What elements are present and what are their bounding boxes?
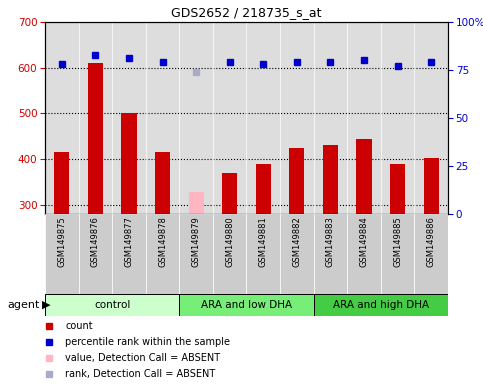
Text: ARA and low DHA: ARA and low DHA — [201, 300, 292, 310]
Text: GSM149876: GSM149876 — [91, 217, 100, 267]
Bar — [256, 164, 271, 214]
Text: GSM149886: GSM149886 — [426, 217, 436, 267]
Text: GSM149884: GSM149884 — [359, 217, 369, 267]
Text: GSM149878: GSM149878 — [158, 217, 167, 267]
Text: GSM149880: GSM149880 — [225, 217, 234, 267]
Bar — [414, 214, 448, 294]
Bar — [88, 63, 103, 214]
Bar — [188, 192, 204, 214]
Bar — [179, 214, 213, 294]
Bar — [45, 294, 179, 316]
Text: percentile rank within the sample: percentile rank within the sample — [65, 337, 230, 347]
Bar — [112, 214, 146, 294]
Bar — [155, 152, 170, 214]
Bar — [54, 152, 70, 214]
Text: GSM149881: GSM149881 — [259, 217, 268, 267]
Bar — [356, 139, 371, 214]
Text: GSM149882: GSM149882 — [292, 217, 301, 267]
Bar — [222, 173, 237, 214]
Bar — [246, 214, 280, 294]
Bar — [79, 214, 112, 294]
Bar — [289, 148, 304, 214]
Text: GSM149875: GSM149875 — [57, 217, 66, 267]
Bar — [347, 214, 381, 294]
Text: ▶: ▶ — [42, 300, 51, 310]
Text: rank, Detection Call = ABSENT: rank, Detection Call = ABSENT — [65, 369, 215, 379]
Title: GDS2652 / 218735_s_at: GDS2652 / 218735_s_at — [171, 7, 322, 20]
Bar — [390, 164, 405, 214]
Bar — [45, 214, 79, 294]
Bar — [313, 294, 448, 316]
Text: value, Detection Call = ABSENT: value, Detection Call = ABSENT — [65, 353, 220, 363]
Bar — [179, 294, 313, 316]
Bar — [121, 113, 137, 214]
Text: GSM149883: GSM149883 — [326, 217, 335, 267]
Bar — [323, 146, 338, 214]
Text: control: control — [94, 300, 130, 310]
Bar — [146, 214, 179, 294]
Bar — [313, 214, 347, 294]
Text: GSM149885: GSM149885 — [393, 217, 402, 267]
Text: ARA and high DHA: ARA and high DHA — [333, 300, 429, 310]
Bar — [280, 214, 313, 294]
Text: GSM149879: GSM149879 — [192, 217, 200, 267]
Bar — [381, 214, 414, 294]
Bar — [424, 158, 439, 214]
Text: GSM149877: GSM149877 — [125, 217, 133, 267]
Text: count: count — [65, 321, 93, 331]
Text: agent: agent — [8, 300, 40, 310]
Bar — [213, 214, 246, 294]
